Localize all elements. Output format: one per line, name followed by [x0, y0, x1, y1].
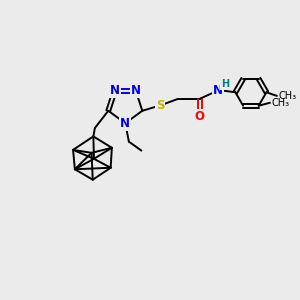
Text: S: S [156, 99, 164, 112]
Text: N: N [120, 117, 130, 130]
Text: H: H [221, 79, 229, 89]
Text: CH₃: CH₃ [271, 98, 289, 108]
Text: N: N [110, 84, 120, 97]
Text: CH₃: CH₃ [278, 91, 296, 101]
Text: N: N [213, 84, 223, 97]
Text: O: O [195, 110, 205, 123]
Text: N: N [131, 84, 141, 97]
